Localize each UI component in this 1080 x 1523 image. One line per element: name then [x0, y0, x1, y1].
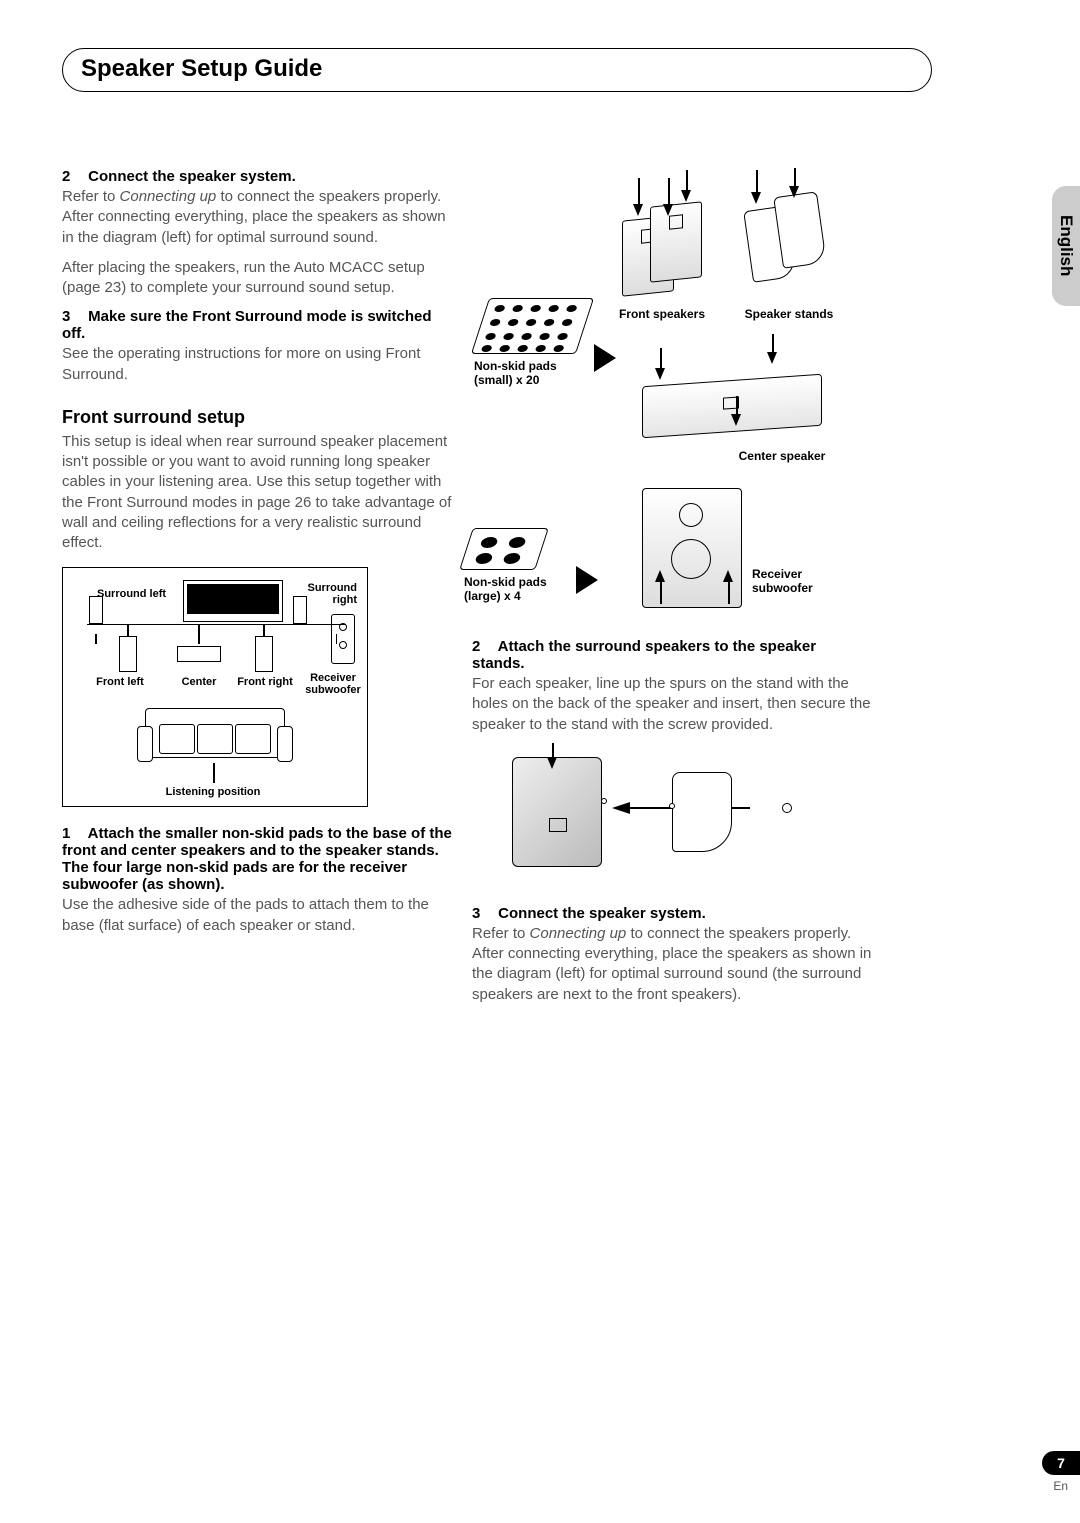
- fig-label-receiver-sub: Receiver subwoofer: [752, 568, 842, 596]
- diag-label-surround-left: Surround left: [97, 588, 166, 600]
- text-ital: Connecting up: [120, 188, 217, 205]
- diag-label-receiver-sub: Receiver subwoofer: [303, 672, 363, 696]
- fig-label-speaker-stands: Speaker stands: [734, 308, 844, 322]
- right-step2-title: Attach the surround speakers to the spea…: [472, 638, 816, 672]
- left-step1b-body: Use the adhesive side of the pads to att…: [62, 895, 452, 936]
- page-title: Speaker Setup Guide: [81, 55, 913, 83]
- left-step2-title: Connect the speaker system.: [88, 168, 296, 185]
- left-step3-head: 3 Make sure the Front Surround mode is s…: [62, 308, 452, 342]
- text-frag: Refer to: [62, 188, 120, 205]
- left-step2-num: 2: [62, 168, 84, 185]
- page-number: 7: [1042, 1451, 1080, 1475]
- left-step3-title: Make sure the Front Surround mode is swi…: [62, 308, 432, 342]
- fig-label-front-speakers: Front speakers: [612, 308, 712, 322]
- right-step3-body: Refer to Connecting up to connect the sp…: [472, 924, 872, 1005]
- left-column: 2 Connect the speaker system. Refer to C…: [62, 168, 452, 946]
- fig-label-nonskid-small: Non-skid pads (small) x 20: [474, 360, 584, 388]
- language-tab-label: English: [1056, 215, 1076, 276]
- right-step2-body: For each speaker, line up the spurs on t…: [472, 674, 872, 735]
- left-step1b-num: 1: [62, 825, 84, 842]
- left-step2-body1: Refer to Connecting up to connect the sp…: [62, 187, 452, 248]
- right-step3-head: 3 Connect the speaker system.: [472, 905, 872, 922]
- assembly-diagram: [472, 747, 812, 887]
- left-step2-head: 2 Connect the speaker system.: [62, 168, 452, 185]
- page-title-container: Speaker Setup Guide: [62, 48, 932, 92]
- front-surround-heading: Front surround setup: [62, 407, 452, 428]
- diag-label-front-right: Front right: [235, 676, 295, 688]
- pads-diagram: Front speakers Speaker stands Non-skid p…: [472, 168, 872, 618]
- right-step3-title: Connect the speaker system.: [498, 905, 706, 922]
- diag-label-front-left: Front left: [95, 676, 145, 688]
- front-surround-body: This setup is ideal when rear surround s…: [62, 432, 452, 554]
- left-step1b-title: Attach the smaller non-skid pads to the …: [62, 825, 452, 893]
- layout-diagram: Surround left Surround right Front left …: [62, 567, 368, 807]
- right-step3-num: 3: [472, 905, 494, 922]
- diag-label-listening: Listening position: [163, 786, 263, 798]
- text-frag: Refer to: [472, 925, 530, 942]
- left-step3-num: 3: [62, 308, 84, 325]
- left-step3-body: See the operating instructions for more …: [62, 344, 452, 385]
- text-ital: Connecting up: [530, 925, 627, 942]
- page-lang: En: [1053, 1479, 1068, 1493]
- fig-label-center-speaker: Center speaker: [722, 450, 842, 464]
- left-step2-body2: After placing the speakers, run the Auto…: [62, 258, 452, 299]
- right-step2-head: 2 Attach the surround speakers to the sp…: [472, 638, 872, 672]
- right-column: Front speakers Speaker stands Non-skid p…: [472, 168, 872, 1015]
- fig-label-nonskid-large: Non-skid pads (large) x 4: [464, 576, 574, 604]
- diag-label-center: Center: [179, 676, 219, 688]
- left-step1b-head: 1 Attach the smaller non-skid pads to th…: [62, 825, 452, 893]
- right-step2-num: 2: [472, 638, 494, 655]
- diag-label-surround-right: Surround right: [301, 582, 357, 606]
- language-tab: English: [1052, 186, 1080, 306]
